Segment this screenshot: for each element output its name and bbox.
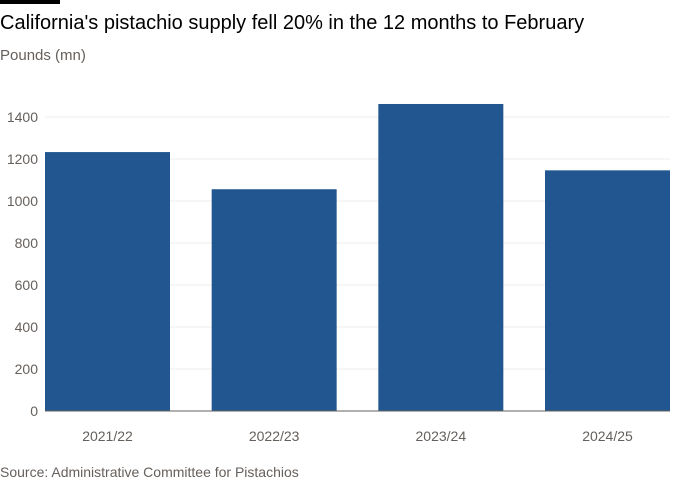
x-tick-label: 2021/22 [82,428,133,444]
bar-2022-23 [211,189,337,411]
bar-2024-25 [545,170,670,411]
x-tick-label: 2022/23 [249,428,300,444]
x-tick-label: 2024/25 [582,428,633,444]
y-tick-label: 0 [30,403,38,419]
y-tick-label: 1400 [7,109,38,125]
bar-2021-22 [45,152,170,411]
y-tick-label: 200 [15,361,39,377]
y-tick-label: 800 [15,235,39,251]
bar-2023-24 [378,103,504,411]
y-tick-label: 400 [15,319,39,335]
y-tick-label: 1200 [7,151,38,167]
brand-bar [0,0,60,4]
x-tick-label: 2023/24 [416,428,467,444]
y-tick-label: 600 [15,277,39,293]
chart-subtitle: Pounds (mn) [0,47,86,64]
source-note: Source: Administrative Committee for Pis… [0,464,299,480]
chart-title: California's pistachio supply fell 20% i… [0,12,585,34]
y-tick-label: 1000 [7,193,38,209]
